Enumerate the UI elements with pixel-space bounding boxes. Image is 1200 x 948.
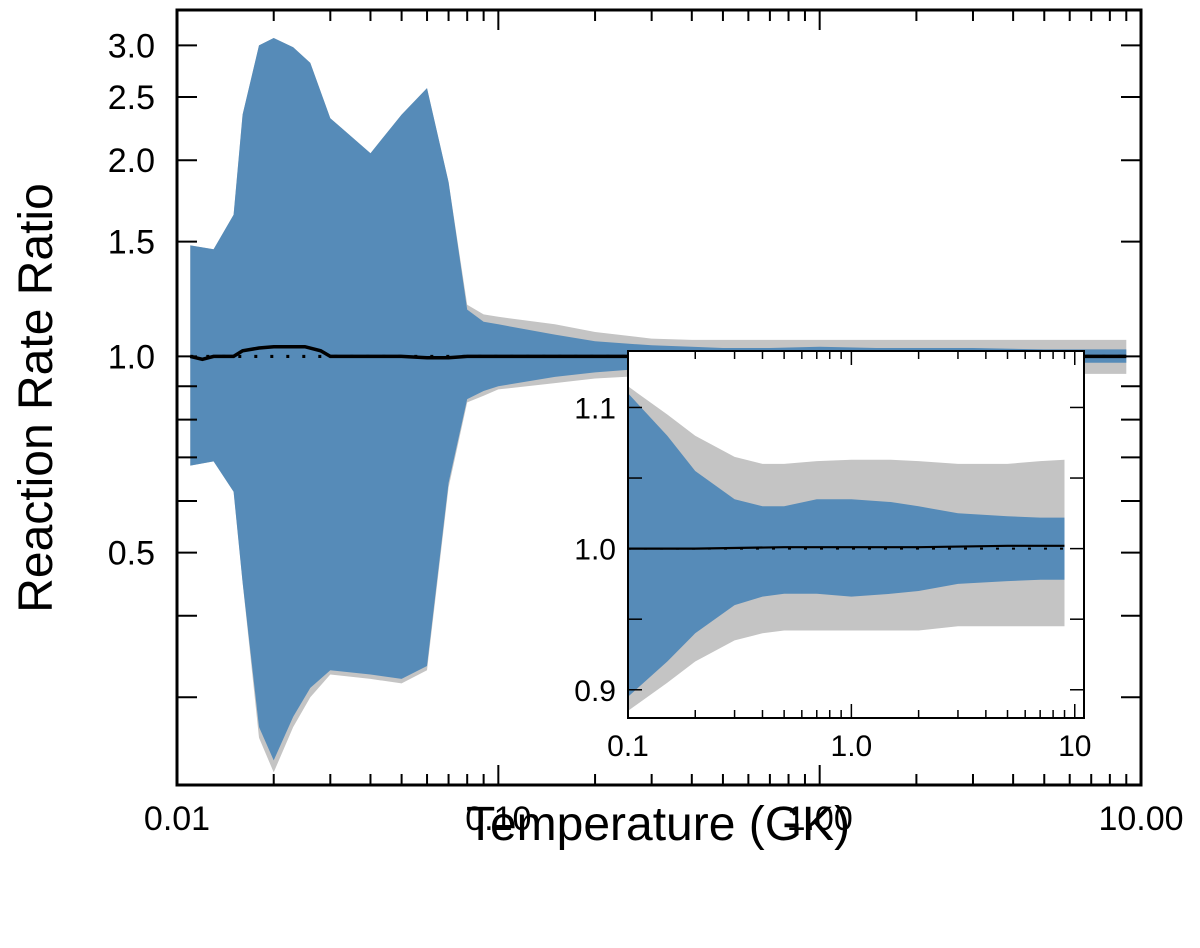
- main-frame: [175, 8, 1143, 787]
- inset-band-inner: [628, 393, 1065, 697]
- inset-plot: 0.1 1.0 10 0.9 1.0 1.1: [574, 350, 1091, 763]
- main-x-tick-label: 0.01: [144, 800, 210, 838]
- main-y-tick-label: 0.5: [108, 535, 155, 573]
- inset-y-tick-label: 1.1: [574, 392, 616, 425]
- main-ticks: [176, 10, 1142, 785]
- inset-x-tick-label: 1.0: [831, 730, 873, 763]
- y-axis-label: Reaction Rate Ratio: [10, 183, 63, 613]
- inset-y-tick-label: 1.0: [574, 534, 616, 567]
- main-y-tick-label: 2.5: [108, 79, 155, 117]
- inset-y-tick-label: 0.9: [574, 675, 616, 708]
- x-axis-label: Temperature (GK): [466, 798, 850, 851]
- inset-ticks: [627, 351, 1084, 718]
- main-x-tick-label: 1.00: [787, 800, 853, 838]
- inset-rate-line: [628, 544, 1065, 550]
- inset-x-tick-label: 0.1: [607, 730, 649, 763]
- inset-frame: [627, 350, 1085, 719]
- main-y-tick-label: 2.0: [108, 142, 155, 180]
- main-y-tick-label: 1.0: [108, 338, 155, 376]
- main-band-inner: [190, 38, 1127, 761]
- main-y-tick-label: 3.0: [108, 27, 155, 65]
- main-x-tick-label: 0.10: [465, 800, 531, 838]
- main-y-tick-label: 1.5: [108, 224, 155, 262]
- inset-x-tick-label: 10: [1058, 730, 1091, 763]
- inset-data-layer: [628, 386, 1065, 711]
- main-x-tick-label: 10.00: [1098, 800, 1183, 838]
